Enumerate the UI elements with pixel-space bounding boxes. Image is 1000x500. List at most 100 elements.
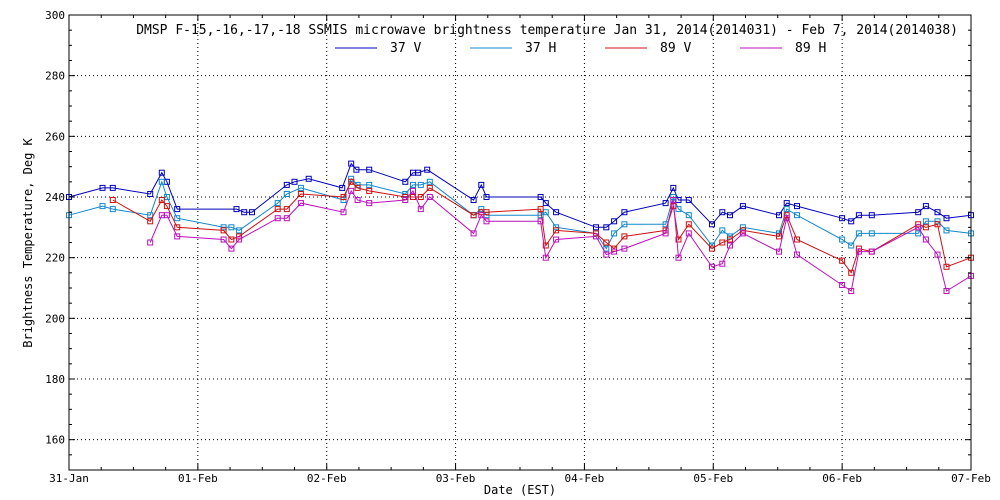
data-point-37-h	[228, 224, 235, 231]
data-point-37-v	[553, 209, 560, 216]
data-point-37-v	[537, 194, 544, 200]
data-point-37-h	[855, 230, 862, 237]
data-point-37-h	[158, 178, 165, 185]
legend-label: 89 H	[795, 41, 826, 56]
data-point-89-h	[611, 248, 618, 255]
data-point-89-h	[593, 233, 599, 240]
data-point-37-h	[685, 212, 692, 219]
legend-item-89-v: 89 V	[605, 41, 691, 56]
data-point-89-v	[163, 203, 170, 210]
data-point-37-h	[410, 181, 416, 188]
data-point-89-h	[868, 248, 875, 255]
data-point-37-v	[593, 224, 599, 231]
data-point-89-v	[283, 206, 290, 213]
data-point-89-v	[709, 245, 715, 252]
data-point-89-h	[783, 215, 790, 222]
data-point-89-h	[354, 197, 361, 203]
data-point-37-h	[174, 215, 181, 222]
y-tick-label: 180	[45, 373, 65, 386]
data-point-37-v	[402, 178, 409, 185]
data-point-37-v	[685, 197, 692, 203]
data-point-37-h	[739, 224, 746, 231]
data-point-37-h	[147, 212, 154, 219]
data-point-89-h	[685, 230, 692, 237]
data-point-37-v	[415, 169, 422, 176]
x-tick-label: 31-Jan	[49, 472, 89, 485]
data-point-89-h	[794, 251, 800, 258]
data-point-89-h	[340, 209, 347, 216]
data-point-89-v	[174, 224, 181, 231]
data-point-37-v	[99, 184, 106, 191]
x-tick-label: 07-Feb	[951, 472, 991, 485]
data-point-37-h	[417, 181, 424, 188]
data-point-89-v	[470, 212, 477, 219]
data-point-89-v	[417, 194, 424, 200]
data-point-37-v	[621, 209, 628, 216]
data-point-89-v	[220, 227, 227, 234]
data-point-37-h	[719, 227, 726, 234]
data-point-37-v	[158, 169, 165, 176]
chart-title: DMSP F-15,-16,-17,-18 SSMIS microwave br…	[136, 23, 958, 38]
data-point-37-h	[366, 181, 373, 188]
y-tick-label: 220	[45, 252, 65, 265]
data-point-37-v	[783, 200, 790, 207]
data-point-37-v	[291, 178, 298, 185]
data-point-37-h	[109, 206, 116, 213]
data-point-89-v	[719, 239, 726, 246]
data-point-89-h	[934, 251, 941, 258]
data-point-37-h	[922, 218, 929, 225]
data-point-89-h	[283, 215, 290, 222]
data-point-37-h	[426, 178, 433, 185]
data-point-37-h	[943, 227, 950, 234]
data-point-89-v	[348, 178, 355, 185]
data-point-89-v	[675, 236, 682, 243]
data-point-37-v	[719, 209, 726, 216]
legend-label: 89 V	[660, 41, 691, 56]
data-point-89-v	[426, 184, 433, 191]
data-point-37-v	[603, 224, 610, 231]
data-point-37-v	[470, 197, 477, 203]
data-point-89-v	[340, 194, 347, 200]
data-point-89-h	[776, 248, 782, 255]
data-point-37-v	[943, 215, 950, 222]
data-point-89-h	[739, 230, 746, 237]
data-point-89-v	[794, 236, 800, 243]
data-point-37-v	[241, 209, 248, 216]
data-point-37-v	[147, 191, 154, 197]
data-point-89-h	[220, 236, 227, 243]
y-tick-label: 280	[45, 70, 65, 83]
data-point-37-v	[709, 221, 715, 228]
data-point-37-h	[839, 236, 846, 243]
data-point-37-h	[603, 245, 610, 252]
data-point-89-v	[236, 233, 243, 240]
data-point-37-v	[483, 194, 490, 200]
data-point-37-v	[283, 181, 290, 188]
series-line-89-h	[149, 189, 972, 292]
series-37-v	[66, 160, 974, 231]
data-point-89-v	[147, 218, 154, 225]
data-point-37-h	[542, 209, 549, 216]
data-point-89-h	[426, 194, 433, 200]
data-point-37-v	[915, 209, 922, 216]
data-point-37-v	[611, 218, 618, 225]
data-point-37-v	[794, 203, 800, 210]
data-point-89-h	[855, 248, 862, 255]
y-axis-label: Brightness Temperature, Deg K	[21, 137, 35, 347]
ticks: 160 180 200 220 240 260 280 300 31-Jan 01-Feb 02-F…	[45, 9, 991, 485]
data-point-89-h	[603, 251, 610, 258]
data-point-89-v	[109, 197, 116, 203]
data-point-89-h	[709, 263, 715, 270]
data-point-89-v	[366, 187, 373, 194]
data-point-37-v	[662, 200, 669, 207]
data-point-89-v	[297, 191, 304, 197]
data-point-89-v	[274, 206, 281, 213]
x-tick-label: 06-Feb	[822, 472, 862, 485]
data-point-89-h	[848, 288, 855, 294]
data-point-89-h	[670, 197, 677, 203]
data-point-37-h	[283, 191, 290, 197]
legend-label: 37 H	[525, 41, 556, 56]
data-point-89-v	[848, 269, 855, 276]
data-point-89-v	[839, 257, 846, 264]
data-point-37-v	[670, 184, 677, 191]
